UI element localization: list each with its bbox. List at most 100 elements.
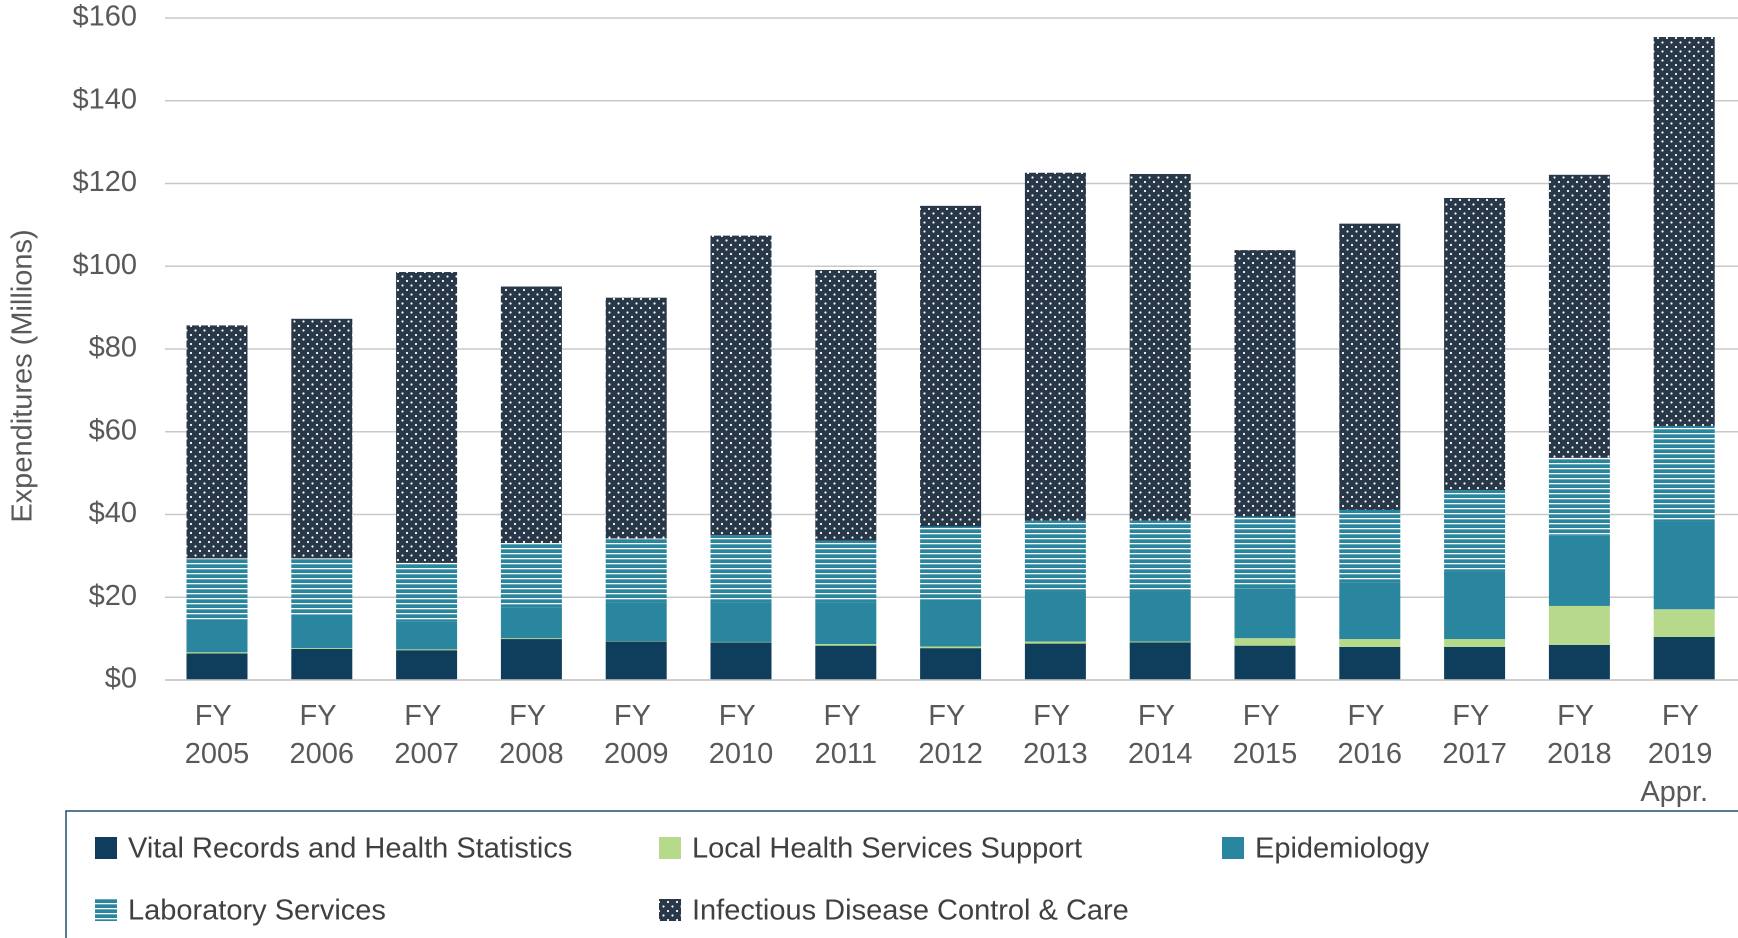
bar-segment	[186, 325, 248, 559]
bar-segment	[396, 650, 458, 680]
bar-segment	[1339, 639, 1401, 647]
bar-segment	[1129, 173, 1191, 521]
y-tick-label: $120	[72, 166, 137, 198]
x-tick-label: FY 2016	[1338, 700, 1403, 770]
bar-segment	[1339, 582, 1401, 640]
bar-segment	[186, 558, 248, 620]
bar-segment	[1339, 223, 1401, 510]
bar-segment	[605, 297, 667, 539]
bar-segment	[815, 540, 877, 603]
bar-segment	[1234, 250, 1296, 517]
legend-label: Local Health Services Support	[692, 833, 1082, 865]
x-tick-label: FY 2009	[604, 700, 669, 770]
bar-segment	[291, 318, 353, 559]
bar-segment	[605, 641, 667, 680]
bar-segment	[186, 619, 248, 653]
x-tick-label: FY 2006	[290, 700, 355, 770]
x-tick-label: FY 2005	[185, 700, 250, 770]
y-tick-label: $80	[89, 332, 137, 364]
x-tick-label: FY 2015	[1233, 700, 1298, 770]
x-tick-label: FY 2019 Appr.	[1640, 700, 1720, 808]
bar-segment	[1548, 605, 1610, 645]
bar-segment	[920, 648, 982, 680]
bar-segment	[291, 648, 353, 649]
y-tick-label: $100	[72, 249, 137, 281]
bar-segment	[1129, 520, 1191, 592]
bar-segment	[1234, 516, 1296, 589]
bar-segment	[920, 599, 982, 647]
bar-segment	[1548, 174, 1610, 458]
x-tick-label: FY 2007	[394, 700, 459, 770]
y-axis-label: Expenditures (Millions)	[7, 229, 39, 522]
bar-segment	[710, 535, 772, 603]
x-tick-label: FY 2017	[1442, 700, 1507, 770]
legend-swatch	[95, 899, 117, 921]
bar-segment	[1444, 646, 1506, 680]
bar-segment	[1548, 644, 1610, 680]
y-tick-label: $140	[72, 83, 137, 115]
bar-segment	[396, 649, 458, 651]
legend-box	[65, 810, 1738, 938]
bar-segment	[1234, 588, 1296, 639]
bar-segment	[396, 562, 458, 622]
bar-segment	[291, 648, 353, 680]
bar-segment	[291, 614, 353, 649]
bar-segment	[186, 653, 248, 680]
bar-segment	[500, 639, 562, 680]
bar-segment	[186, 652, 248, 654]
bar-segment	[920, 205, 982, 527]
bar-segment	[1548, 457, 1610, 536]
bar-segment	[1024, 643, 1086, 680]
bar-segment	[1653, 521, 1715, 610]
bar-segment	[605, 538, 667, 603]
bar-segment	[1444, 571, 1506, 640]
bar-segment	[710, 235, 772, 536]
legend-swatch	[659, 899, 681, 921]
x-tick-label: FY 2014	[1128, 700, 1193, 770]
bar-segment	[1548, 535, 1610, 606]
x-tick-label: FY 2011	[815, 700, 877, 770]
bar-segment	[1653, 636, 1715, 680]
x-tick-label: FY 2010	[709, 700, 774, 770]
legend-label: Vital Records and Health Statistics	[128, 833, 572, 865]
bar-segment	[500, 286, 562, 544]
bar-segment	[1129, 642, 1191, 680]
y-tick-label: $0	[105, 663, 137, 695]
bar-segment	[710, 642, 772, 680]
y-tick-label: $60	[89, 414, 137, 446]
legend-label: Epidemiology	[1255, 833, 1430, 865]
bar-segment	[1339, 646, 1401, 680]
bar-segment	[1024, 172, 1086, 521]
bar-segment	[815, 644, 877, 646]
bar-segment	[1444, 490, 1506, 572]
bar-segment	[500, 543, 562, 608]
legend-swatch	[659, 837, 681, 859]
bar-segment	[815, 602, 877, 645]
bar-segment	[710, 602, 772, 642]
bar-segment	[1024, 591, 1086, 642]
bar-segment	[1129, 591, 1191, 642]
legend-swatch	[1222, 837, 1244, 859]
bar-segment	[396, 621, 458, 650]
bar-segment	[1129, 641, 1191, 643]
bar-segment	[1234, 638, 1296, 646]
x-tick-label: FY 2012	[918, 700, 983, 770]
y-tick-label: $20	[89, 580, 137, 612]
legend-label: Infectious Disease Control & Care	[692, 895, 1129, 927]
legend-swatch	[95, 837, 117, 859]
x-tick-label: FY 2018	[1547, 700, 1612, 770]
bar-segment	[1024, 520, 1086, 592]
bar-segment	[500, 638, 562, 640]
bar-segment	[1339, 509, 1401, 583]
bar-segment	[396, 272, 458, 563]
bar-segment	[1024, 641, 1086, 644]
bar-segment	[815, 269, 877, 541]
bar-segment	[920, 646, 982, 649]
bar-segment	[815, 645, 877, 680]
y-tick-label: $40	[89, 497, 137, 529]
bar-segment	[500, 607, 562, 639]
x-tick-label: FY 2013	[1023, 700, 1088, 770]
legend-label: Laboratory Services	[128, 895, 386, 927]
bar-segment	[1653, 37, 1715, 426]
